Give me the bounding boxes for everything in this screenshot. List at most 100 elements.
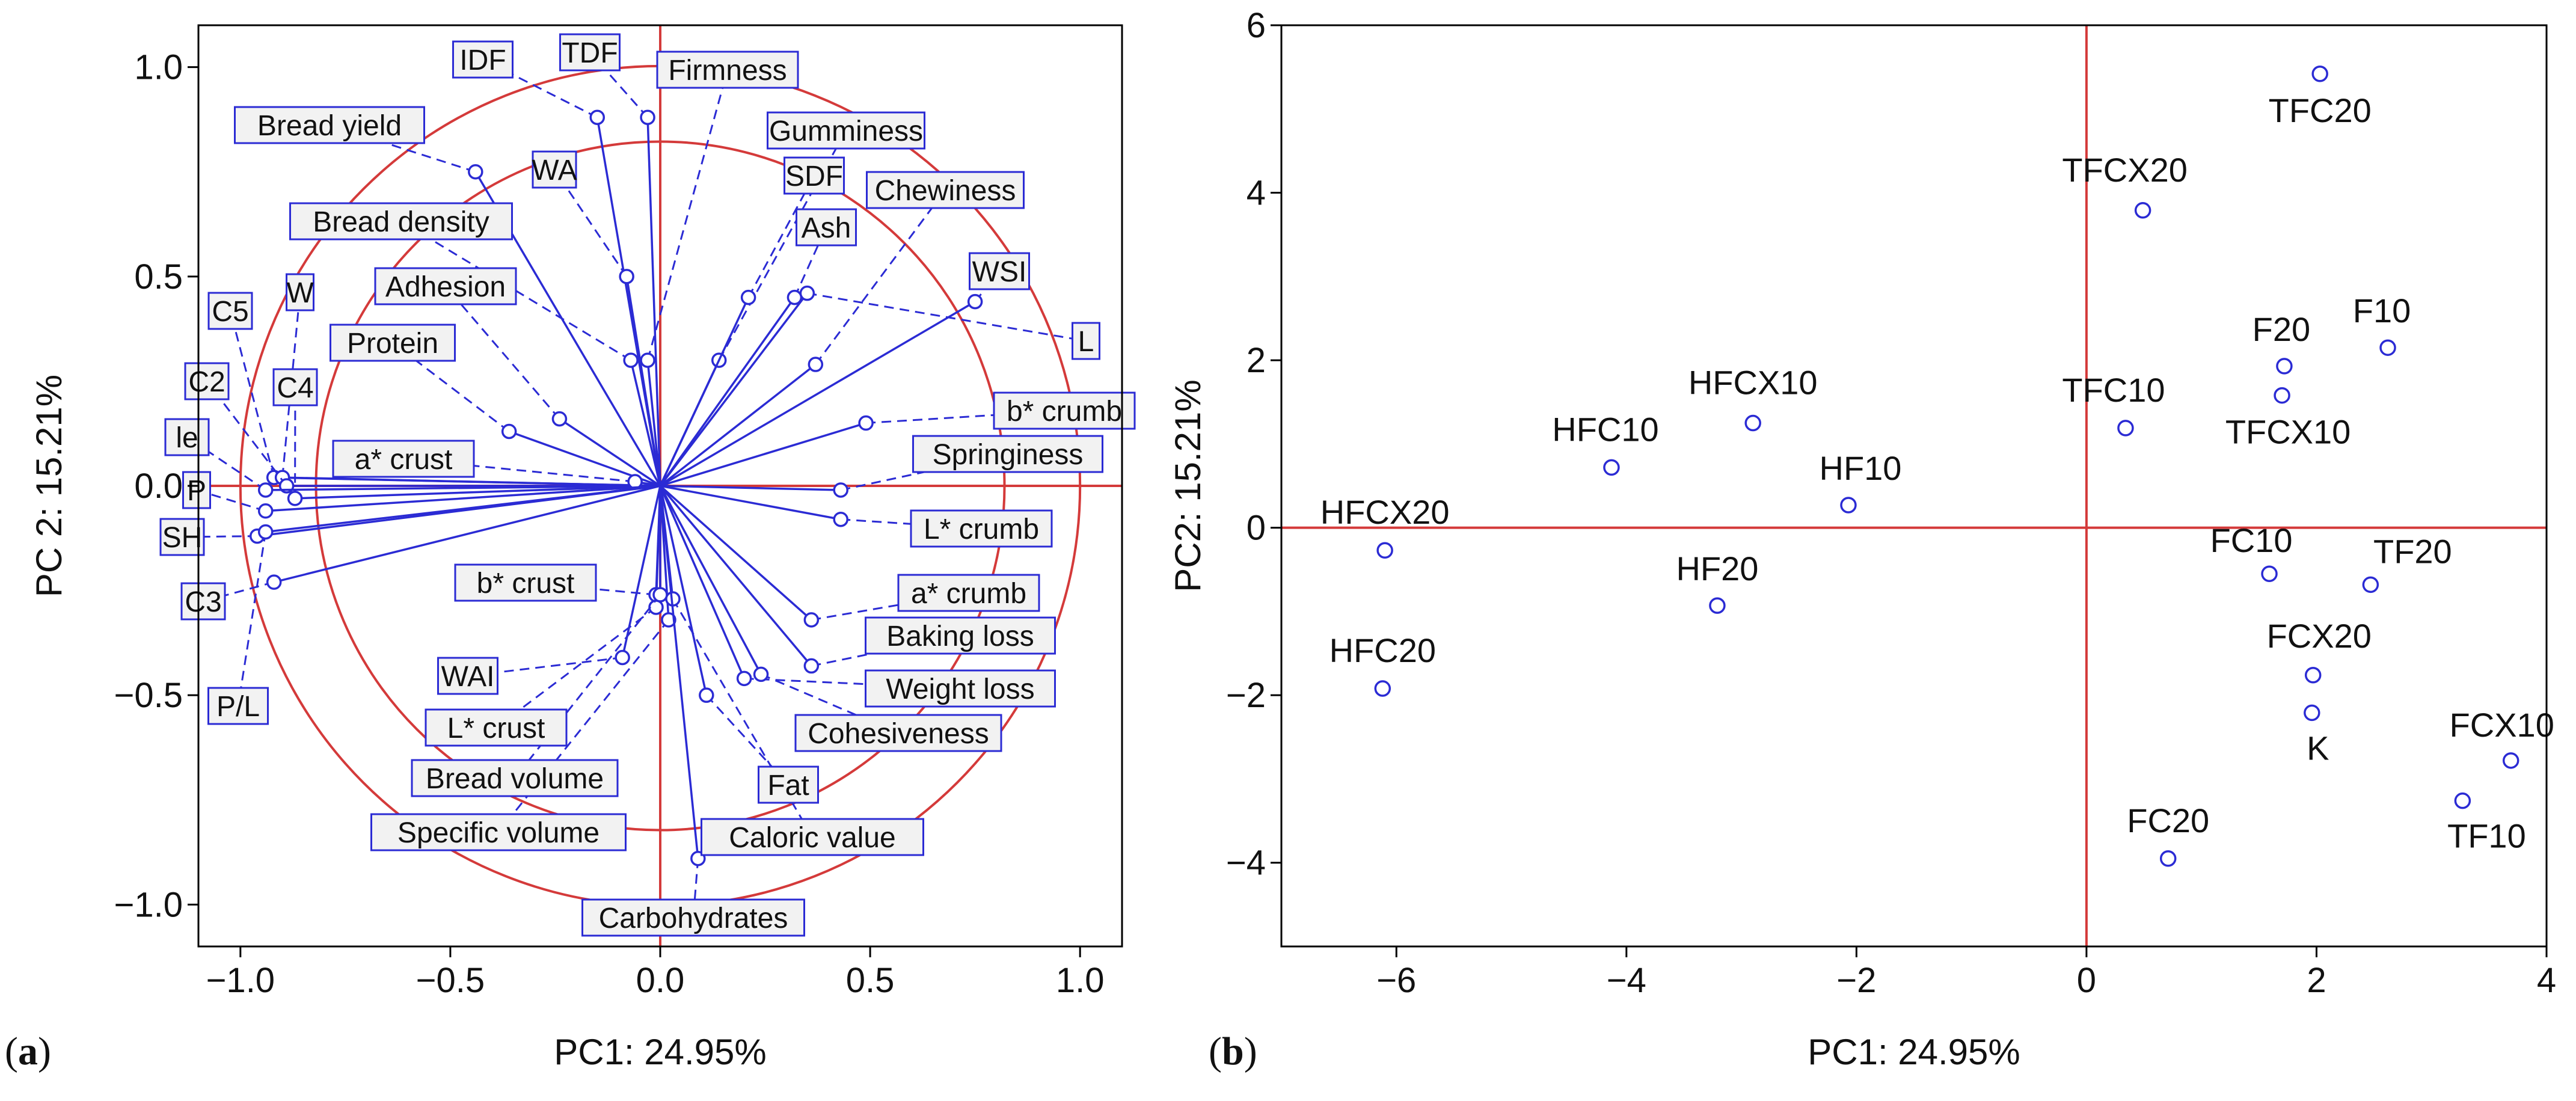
y-tick-label-b: −2 [1226, 676, 1266, 715]
loading-label-c3: C3 [185, 586, 221, 618]
loading-point-wa [619, 269, 634, 284]
y-tick-label-b: 0 [1247, 509, 1266, 548]
loading-label-sh: SH [162, 522, 203, 554]
loading-label-carbohydrates: Carbohydrates [599, 903, 788, 934]
loading-label-idf: IDF [459, 44, 506, 76]
loading-label-box-wai [437, 657, 498, 695]
score-label-f10: F10 [2353, 292, 2411, 330]
loading-label-box-l [1072, 322, 1100, 360]
score-point-fc10 [2261, 565, 2278, 582]
score-label-hf10: HF10 [1820, 449, 1902, 487]
loading-vector-c3 [274, 485, 661, 583]
leader-line-cohesiveness [760, 673, 899, 734]
leader-line-sh [182, 535, 257, 538]
score-point-k [2304, 704, 2320, 722]
loading-vector-firmness [646, 360, 661, 486]
loading-vector-bread-density [630, 360, 661, 486]
loading-label-c4: C4 [277, 372, 313, 404]
loading-label-box-adhesion [374, 267, 517, 305]
score-label-tfc20: TFC20 [2269, 91, 2372, 129]
loading-label-box-wa [532, 150, 577, 189]
loading-label-box-c2 [184, 362, 230, 400]
score-label-fc10: FC10 [2210, 521, 2293, 559]
loading-vector-a-crumb [659, 485, 812, 621]
loading-label-box-p [182, 471, 211, 509]
loading-label-springiness: Springiness [933, 439, 1084, 471]
loading-vector-fat [659, 485, 708, 696]
score-label-k: K [2307, 729, 2329, 767]
loading-label-b-crumb: b* crumb [1007, 396, 1122, 428]
loading-vector-b-crumb [660, 422, 866, 487]
loading-point-fat [699, 687, 714, 703]
x-axis-title-b: PC1: 24.95% [1808, 1032, 2020, 1072]
x-tick-label-b: 0 [2077, 961, 2096, 1000]
loading-point-weight-loss [736, 670, 752, 687]
loading-point-c4 [287, 491, 303, 506]
x-tick-label-b: −4 [1607, 961, 1646, 1000]
loading-point-a-crumb [803, 612, 820, 628]
leader-line-p-l [237, 532, 267, 707]
panel-letter-b: (b) [1209, 1029, 1257, 1073]
loading-label-box-bread-yield [234, 106, 425, 144]
x-tick-label-a: 0.5 [846, 961, 895, 1000]
loading-label-box-l-crust [425, 708, 568, 747]
loading-label-sdf: SDF [785, 161, 843, 192]
score-label-hfcx10: HFCX10 [1688, 364, 1818, 402]
loading-label-box-ash [796, 208, 857, 247]
leader-line-l-crust [495, 606, 657, 729]
loading-label-box-fat [758, 765, 819, 804]
y-tick-label-a: −1.0 [114, 885, 183, 924]
loading-label-l-crust: L* crust [447, 713, 545, 744]
y-tick-label-a: −0.5 [114, 676, 183, 715]
loading-label-ash: Ash [802, 212, 851, 244]
loadings-plot: IDF TDF Firmness Bread yield Gumminess WA SDF B… [5, 24, 1136, 1073]
score-label-tfcx20: TFCX20 [2062, 151, 2188, 189]
score-label-fcx10: FCX10 [2450, 706, 2554, 744]
leader-line-bread-volume [514, 594, 661, 779]
score-label-fcx20: FCX20 [2267, 617, 2372, 655]
loading-point-bread-yield [468, 164, 483, 180]
loading-label-wsi: WSI [972, 256, 1027, 288]
loading-label-box-tdf [559, 33, 621, 72]
score-point-hfc20 [1374, 680, 1391, 697]
panel-letter-a: (a) [5, 1029, 51, 1073]
loading-label-l: L [1078, 326, 1094, 358]
loading-label-b-crust: b* crust [477, 568, 575, 600]
loading-point-p [257, 503, 274, 519]
score-label-tf10: TF10 [2447, 817, 2526, 855]
loading-label-box-wsi [969, 252, 1030, 290]
loading-label-box-carbohydrates [581, 898, 805, 937]
loading-point-bread-volume [652, 587, 668, 603]
loading-label-box-c4 [272, 368, 318, 406]
loading-label-l-crumb: L* crumb [924, 514, 1039, 545]
x-tick-label-a: 1.0 [1056, 961, 1105, 1000]
loading-label-p-l: P/L [216, 691, 260, 723]
score-point-tfcx20 [2134, 202, 2151, 219]
loading-point-adhesion [551, 411, 568, 427]
score-point-tf20 [2362, 576, 2379, 593]
loading-point-b-crumb [858, 415, 874, 431]
score-point-tfc20 [2311, 66, 2328, 82]
loading-point-c3 [266, 574, 282, 590]
y-tick-label-a: 1.0 [134, 48, 183, 87]
score-point-f10 [2379, 339, 2396, 356]
loading-vector-c4 [295, 485, 661, 500]
loading-vector-l [659, 292, 808, 487]
panel-letter-a-bold: a [18, 1029, 38, 1073]
loading-label-box-bread-volume [411, 759, 619, 797]
loading-label-adhesion: Adhesion [385, 271, 506, 303]
x-tick-label-b: 2 [2307, 961, 2326, 1000]
loading-label-box-a-crumb [897, 574, 1040, 612]
loading-vector-wsi [660, 301, 976, 487]
loading-label-firmness: Firmness [668, 55, 787, 87]
y-tick-label-a: 0.0 [134, 467, 183, 506]
loading-point-baking-loss [803, 658, 820, 674]
loading-label-bread-volume: Bread volume [426, 763, 604, 795]
loading-vector-carbohydrates [659, 485, 699, 859]
leader-line-p [196, 489, 266, 512]
loading-point-l-crumb [833, 511, 848, 527]
leader-line-c3 [203, 581, 275, 603]
loading-label-caloric-value: Caloric value [729, 822, 895, 854]
loading-label-box-b-crust [454, 563, 597, 602]
score-label-hf20: HF20 [1676, 550, 1758, 587]
